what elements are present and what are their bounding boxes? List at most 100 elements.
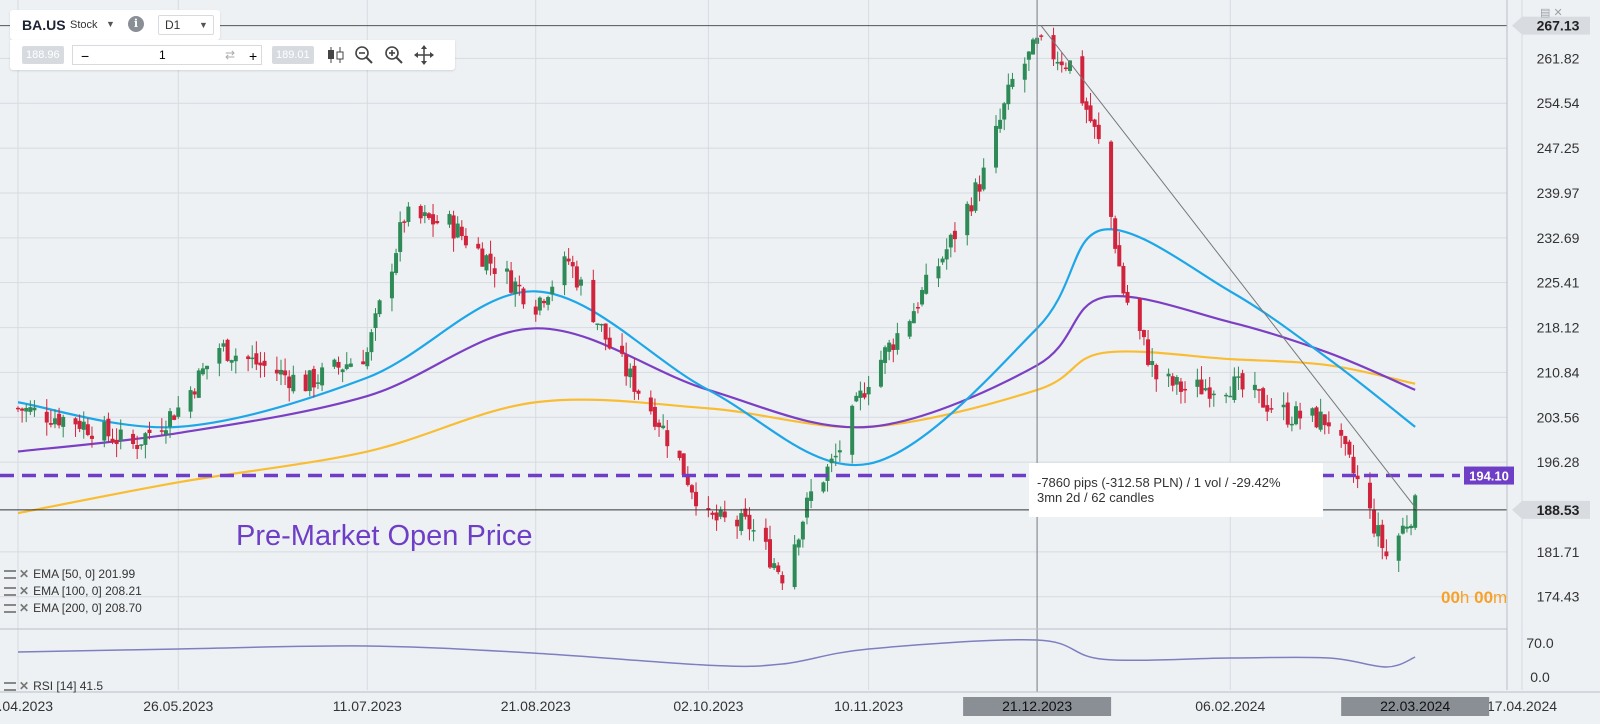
candle-body	[89, 435, 94, 439]
candle-body	[1006, 84, 1011, 105]
list-icon[interactable]	[4, 570, 16, 580]
symbol-label[interactable]: BA.US	[22, 17, 66, 33]
swap-icon[interactable]: ⇄	[225, 48, 236, 62]
candle-body	[1326, 422, 1331, 427]
indicator-ema200[interactable]: ✕ EMA [200, 0] 208.70	[4, 601, 142, 615]
candle-body	[135, 444, 140, 450]
remove-icon[interactable]: ✕	[19, 679, 30, 693]
candlestick-icon[interactable]	[326, 46, 346, 64]
premarket-tag-bg	[1464, 466, 1514, 485]
candle-body	[825, 466, 830, 481]
x-tick-label: 02.10.2023	[673, 698, 743, 714]
candle-body	[398, 222, 403, 252]
candle-body	[694, 491, 699, 507]
sell-price-button[interactable]: 188.96	[22, 46, 64, 64]
minus-icon[interactable]: −	[81, 48, 90, 64]
candlestick-series	[16, 27, 1418, 591]
close-icon[interactable]: ✕	[1553, 7, 1563, 19]
candle-body	[1121, 266, 1126, 294]
measure-line	[1040, 25, 1418, 511]
list-icon[interactable]	[4, 587, 16, 597]
candle-body	[776, 565, 781, 573]
candle-body	[833, 455, 838, 458]
quantity-stepper[interactable]: − 1 ⇄ +	[72, 45, 262, 65]
candle-body	[1063, 67, 1068, 70]
candle-body	[361, 361, 366, 365]
candle-body	[541, 300, 546, 304]
crosshair-date-label: 22.03.2024	[1380, 698, 1450, 714]
list-icon[interactable]	[4, 682, 16, 692]
candle-body	[1125, 291, 1130, 303]
info-icon[interactable]: i	[128, 16, 144, 32]
candle-body	[780, 575, 785, 584]
candle-body	[1404, 526, 1409, 529]
candle-body	[809, 491, 814, 501]
candle-body	[739, 513, 744, 531]
timer-hours: 00	[1441, 588, 1460, 607]
list-icon[interactable]	[4, 604, 16, 614]
candle-body	[52, 418, 57, 425]
remove-icon[interactable]: ✕	[19, 567, 30, 581]
indicator-rsi[interactable]: ✕ RSI [14] 41.5	[4, 679, 103, 693]
candle-body	[965, 203, 970, 236]
candle-body	[1310, 408, 1315, 416]
x-tick-label: 17.04.2024	[1487, 698, 1557, 714]
candle-body	[718, 509, 723, 517]
crosshair-icon[interactable]	[414, 45, 434, 65]
buy-price-button[interactable]: 189.01	[272, 46, 314, 64]
plus-icon[interactable]: +	[249, 48, 258, 64]
candle-body	[624, 354, 629, 377]
candle-body	[1026, 51, 1031, 60]
candle-body	[829, 458, 834, 464]
candle-body	[1224, 394, 1229, 397]
candle-body	[517, 284, 522, 287]
candle-body	[1088, 105, 1093, 122]
candle-body	[106, 418, 111, 437]
candle-body	[735, 519, 740, 527]
candle-body	[287, 376, 292, 389]
candle-body	[796, 539, 801, 548]
candle-body	[566, 258, 571, 262]
candle-body	[710, 512, 715, 515]
candle-body	[262, 360, 267, 366]
x-tick-label: 06.02.2024	[1195, 698, 1265, 714]
y-tick-label: 181.71	[1537, 544, 1580, 560]
candle-body	[20, 408, 25, 411]
candle-body	[24, 407, 29, 412]
indicator-ema50[interactable]: ✕ EMA [50, 0] 201.99	[4, 567, 135, 581]
indicator-ema100[interactable]: ✕ EMA [100, 0] 208.21	[4, 584, 142, 598]
candle-body	[1096, 124, 1101, 140]
chevron-down-icon[interactable]: ▼	[106, 19, 115, 29]
candle-body	[139, 444, 144, 446]
rsi-tick-label: 0.0	[1530, 669, 1550, 685]
zoom-out-icon[interactable]	[355, 46, 373, 64]
current-price-tag: 188.53	[1537, 502, 1580, 518]
y-tick-label: 174.43	[1537, 589, 1580, 605]
indicator-label: EMA [50, 0] 201.99	[33, 567, 136, 581]
candle-body	[924, 274, 929, 294]
candle-body	[1400, 525, 1405, 534]
candle-body	[1203, 388, 1208, 391]
premarket-tag: 194.10	[1469, 469, 1509, 484]
candle-body	[435, 221, 440, 224]
candle-body	[878, 359, 883, 387]
candle-body	[1109, 141, 1114, 217]
candle-body	[1257, 389, 1262, 391]
timeframe-select[interactable]: D1 ▼	[158, 15, 214, 35]
candle-body	[562, 256, 567, 286]
quantity-value[interactable]: 1	[159, 48, 166, 62]
remove-icon[interactable]: ✕	[19, 584, 30, 598]
candle-body	[1372, 509, 1377, 534]
zoom-in-icon[interactable]	[385, 46, 403, 64]
candle-body	[1141, 330, 1146, 338]
remove-icon[interactable]: ✕	[19, 601, 30, 615]
chevron-down-icon: ▼	[199, 20, 208, 30]
ema-200-line	[17, 350, 1416, 515]
chart-grid	[0, 0, 1523, 690]
y-tick-label: 196.28	[1537, 454, 1580, 470]
candle-body	[451, 215, 456, 239]
window-icon[interactable]: ▤	[1540, 7, 1551, 19]
candle-body	[1240, 373, 1245, 390]
